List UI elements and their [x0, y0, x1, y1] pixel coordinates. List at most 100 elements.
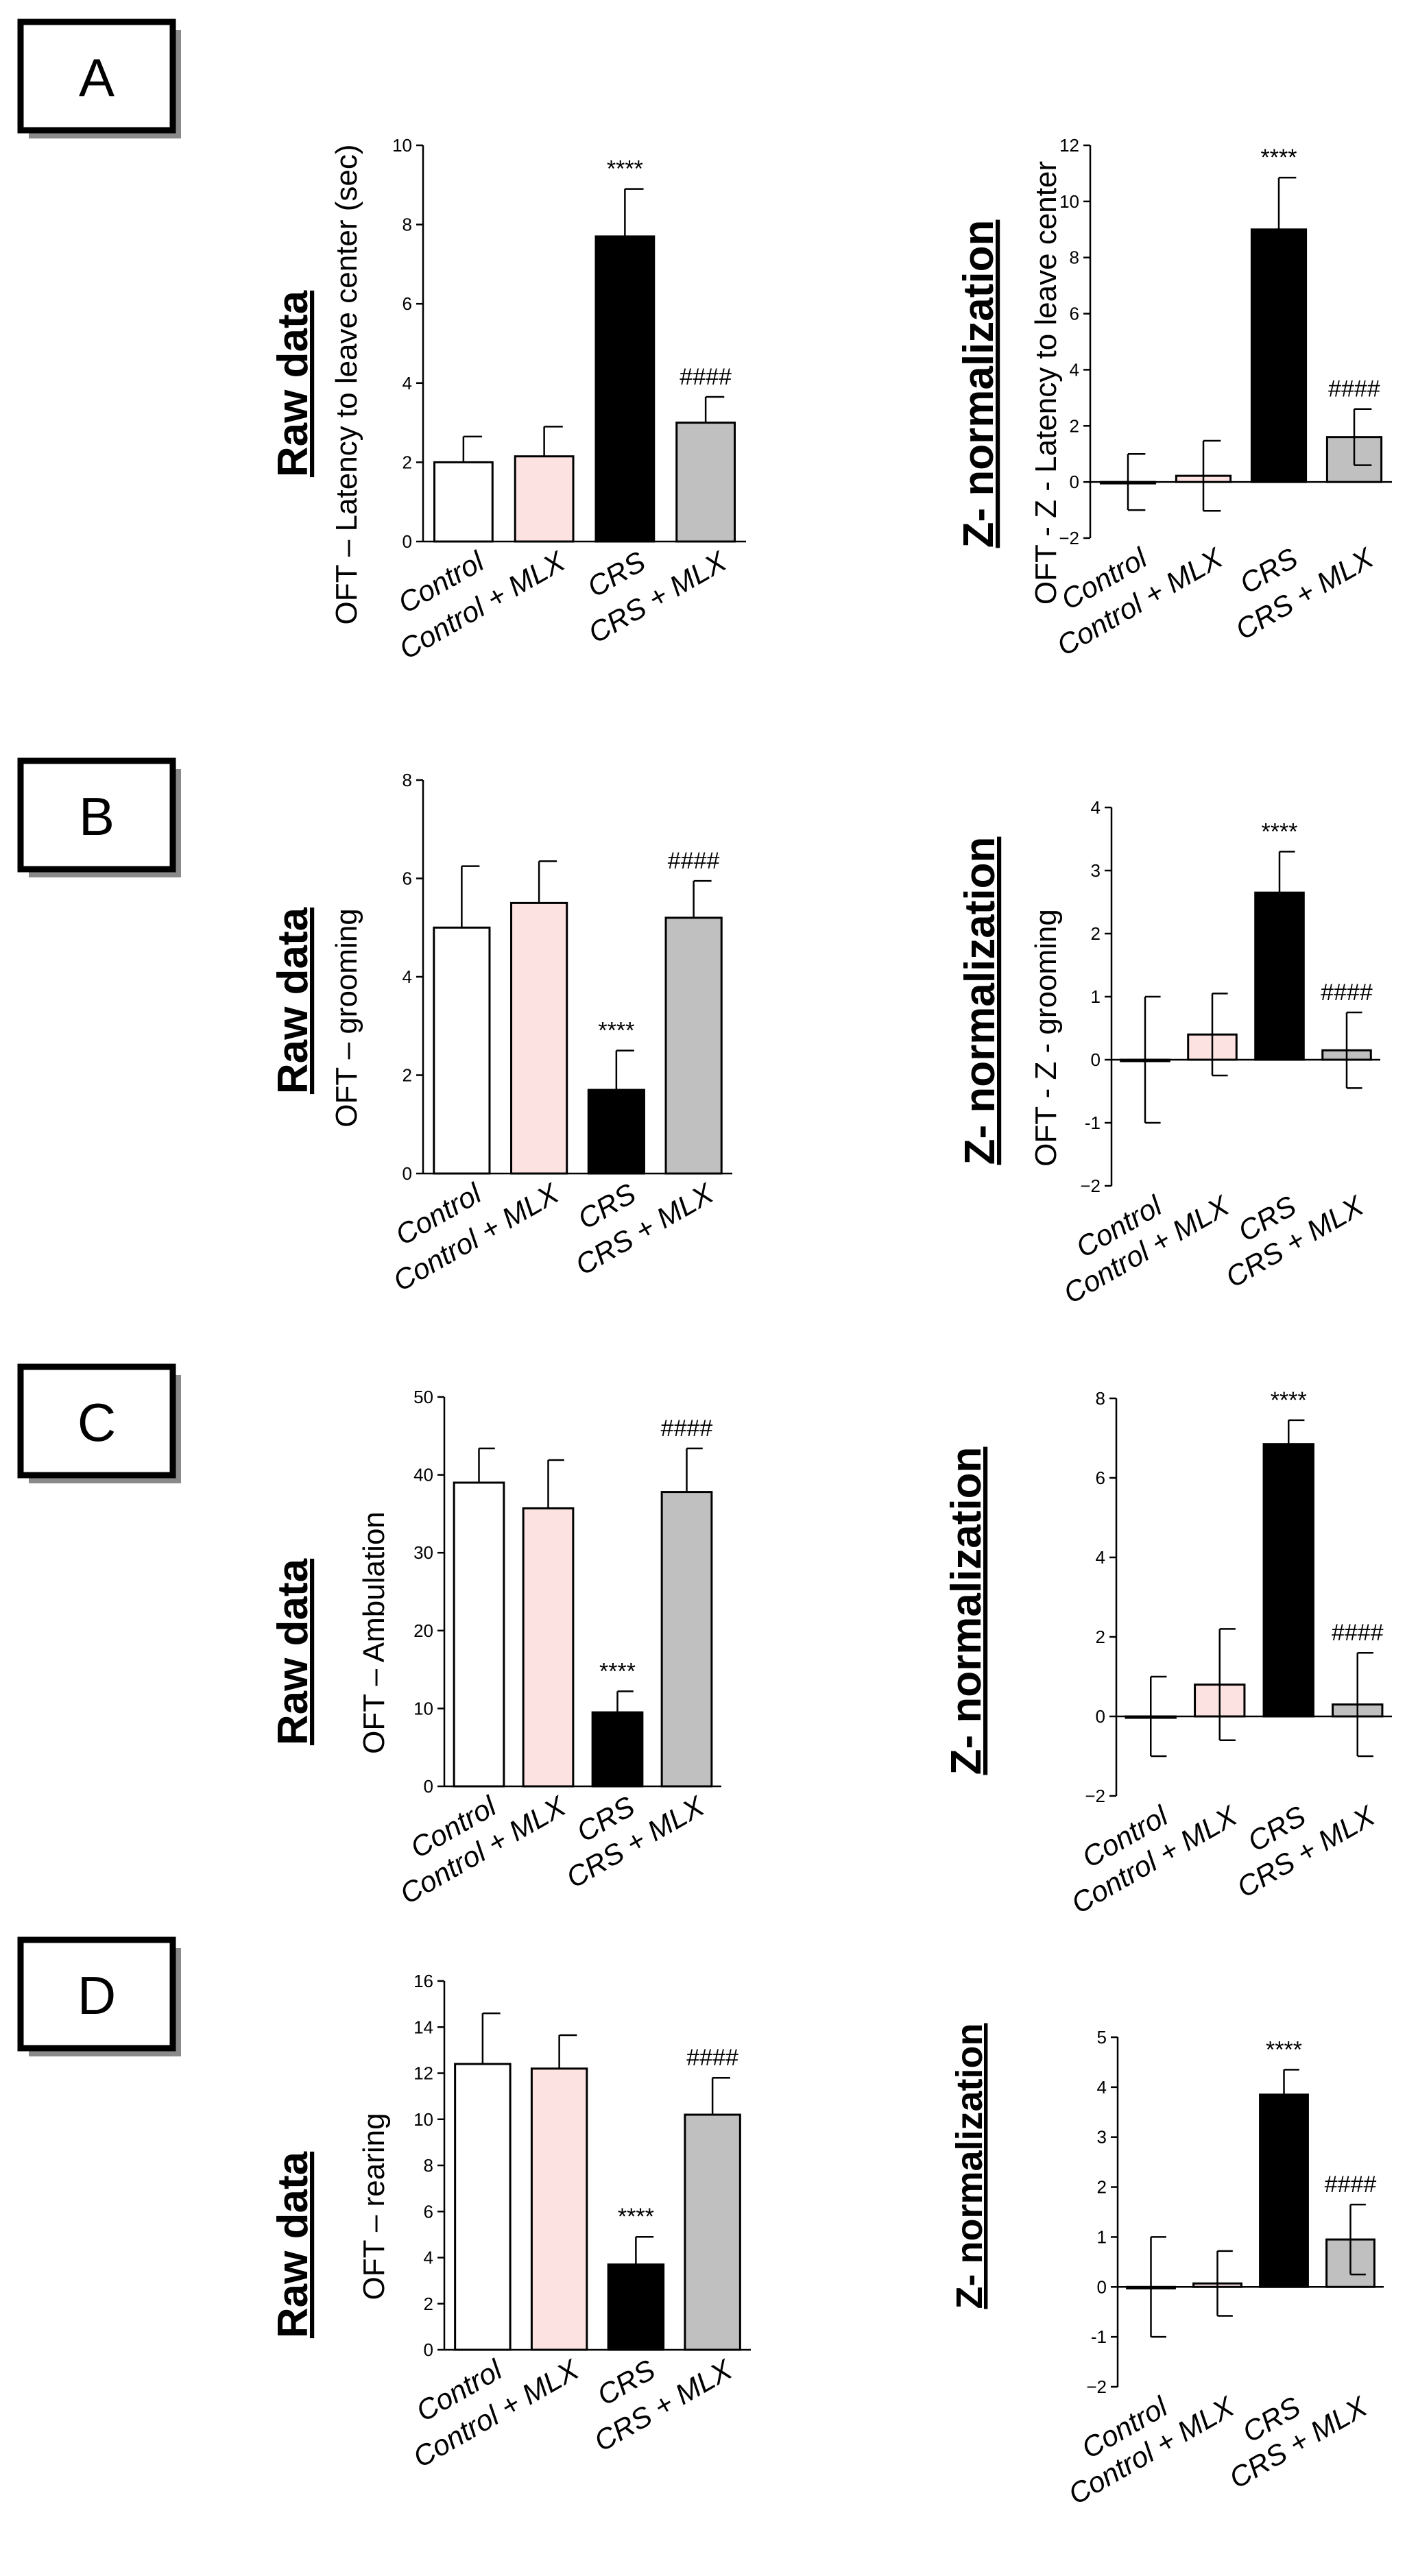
significance-label: **** — [618, 2204, 654, 2230]
panel-c-z-normalization-title: Z- normalization — [943, 1447, 990, 1775]
bar-control — [433, 461, 494, 543]
y-tick-label: 30 — [413, 1542, 433, 1563]
y-tick-label: 2 — [1097, 2177, 1107, 2198]
y-tick-label: 1 — [1097, 2226, 1107, 2247]
significance-label: #### — [661, 1415, 713, 1442]
y-axis-label: OFT – Latency to leave center (sec) — [330, 144, 363, 624]
panel-a-norm-title: Z- normalization — [955, 220, 1002, 548]
y-tick-label: 8 — [1070, 247, 1079, 268]
y-tick-label: −2 — [1086, 2377, 1107, 2397]
y-tick-label: 0 — [424, 2340, 433, 2360]
y-tick-label: -1 — [1091, 2326, 1107, 2347]
panel-c-box — [17, 1363, 176, 1479]
y-tick-label: 10 — [392, 135, 412, 156]
y-tick-label: 10 — [413, 1698, 433, 1718]
y-tick-label: 0 — [1097, 2276, 1107, 2297]
y-axis-label: OFT - Z - Latency to leave center — [1029, 161, 1063, 605]
significance-label: #### — [680, 364, 732, 390]
y-tick-label: −2 — [1085, 1786, 1105, 1806]
panel-a-letter: A — [79, 47, 115, 108]
y-tick-label: 4 — [1096, 1547, 1105, 1568]
y-tick-label: 5 — [1097, 2027, 1107, 2048]
significance-label: **** — [607, 156, 643, 182]
panel-a-z-normalization-title: Z- normalization — [955, 220, 1002, 548]
y-tick-label: 8 — [402, 770, 412, 790]
y-axis-label: OFT – rearing — [357, 2113, 391, 2300]
panel-d-z-normalization-title: Z- normalization — [949, 2024, 990, 2309]
y-tick-label: 2 — [424, 2294, 433, 2314]
bar-control — [454, 2063, 512, 2351]
panel-a-raw-title: Raw data — [269, 290, 317, 477]
bar-control — [433, 926, 491, 1175]
panel-b-raw-data-title: Raw data — [269, 907, 317, 1094]
y-tick-label: 12 — [1059, 135, 1079, 156]
significance-label: #### — [668, 848, 720, 874]
y-tick-label: 2 — [1091, 923, 1101, 944]
panel-b-letter: B — [79, 786, 115, 847]
bar-control-mlx — [510, 901, 568, 1175]
y-tick-label: 0 — [1091, 1049, 1101, 1070]
bar-crs — [591, 1711, 644, 1788]
bar-crs-mlx — [684, 2113, 741, 2351]
significance-label: **** — [1261, 145, 1297, 171]
panel-c-letter: C — [77, 1392, 116, 1453]
y-tick-label: -1 — [1085, 1113, 1101, 1133]
significance-label: #### — [1328, 376, 1380, 402]
y-tick-label: 4 — [424, 2248, 433, 2268]
panel-b-norm-title: Z- normalization — [957, 837, 1004, 1165]
bar-crs — [1262, 1443, 1314, 1718]
y-tick-label: 3 — [1097, 2127, 1107, 2148]
y-tick-label: 8 — [402, 215, 412, 235]
y-tick-label: 0 — [1070, 472, 1079, 492]
y-tick-label: 40 — [413, 1465, 433, 1485]
panel-a-box — [17, 19, 176, 134]
significance-label: **** — [1262, 818, 1298, 845]
y-tick-label: 6 — [1096, 1468, 1105, 1488]
y-tick-label: 16 — [413, 1971, 433, 1991]
bar-crs — [1259, 2093, 1309, 2288]
y-tick-label: 12 — [413, 2063, 433, 2084]
y-tick-label: 2 — [1070, 415, 1079, 436]
y-tick-label: 2 — [1096, 1627, 1105, 1647]
bar-crs — [587, 1089, 645, 1175]
significance-label: #### — [1332, 1620, 1384, 1646]
y-tick-label: 0 — [402, 1163, 412, 1184]
panel-c-raw-title: Raw data — [269, 1558, 317, 1745]
significance-label: #### — [1325, 2172, 1377, 2198]
panel-b-raw-title: Raw data — [269, 907, 317, 1094]
y-tick-label: 3 — [1091, 860, 1101, 881]
y-tick-label: 0 — [424, 1776, 433, 1797]
bar-control-mlx — [530, 2067, 588, 2351]
significance-label: **** — [598, 1018, 634, 1044]
significance-label: **** — [1271, 1387, 1307, 1413]
panel-b-box — [17, 757, 176, 873]
significance-label: **** — [1266, 2037, 1302, 2063]
panel-d: D Raw data Z- normalization — [17, 1936, 990, 2338]
category-label-crs-mlx: CRS + MLX — [1220, 1189, 1369, 1293]
y-tick-label: 10 — [413, 2109, 433, 2130]
y-tick-label: 14 — [413, 2017, 433, 2037]
y-tick-label: 4 — [1091, 797, 1101, 818]
y-tick-label: 0 — [1096, 1706, 1105, 1727]
y-tick-label: 8 — [1096, 1388, 1105, 1409]
panel-d-raw-data-title: Raw data — [269, 2151, 317, 2338]
bar-control-mlx — [522, 1507, 575, 1788]
y-axis-label: OFT – grooming — [330, 908, 363, 1128]
y-tick-label: 6 — [424, 2201, 433, 2222]
y-tick-label: 4 — [1070, 359, 1079, 380]
y-tick-label: 2 — [402, 1065, 412, 1086]
significance-label: #### — [1321, 980, 1373, 1006]
y-tick-label: 8 — [424, 2155, 433, 2176]
panel-c: C Raw data Z- normalization — [17, 1363, 990, 1775]
y-tick-label: 10 — [1059, 191, 1079, 212]
panel-d-raw-title: Raw data — [269, 2151, 317, 2338]
y-tick-label: 0 — [402, 531, 412, 552]
bar-control-mlx — [514, 455, 575, 543]
